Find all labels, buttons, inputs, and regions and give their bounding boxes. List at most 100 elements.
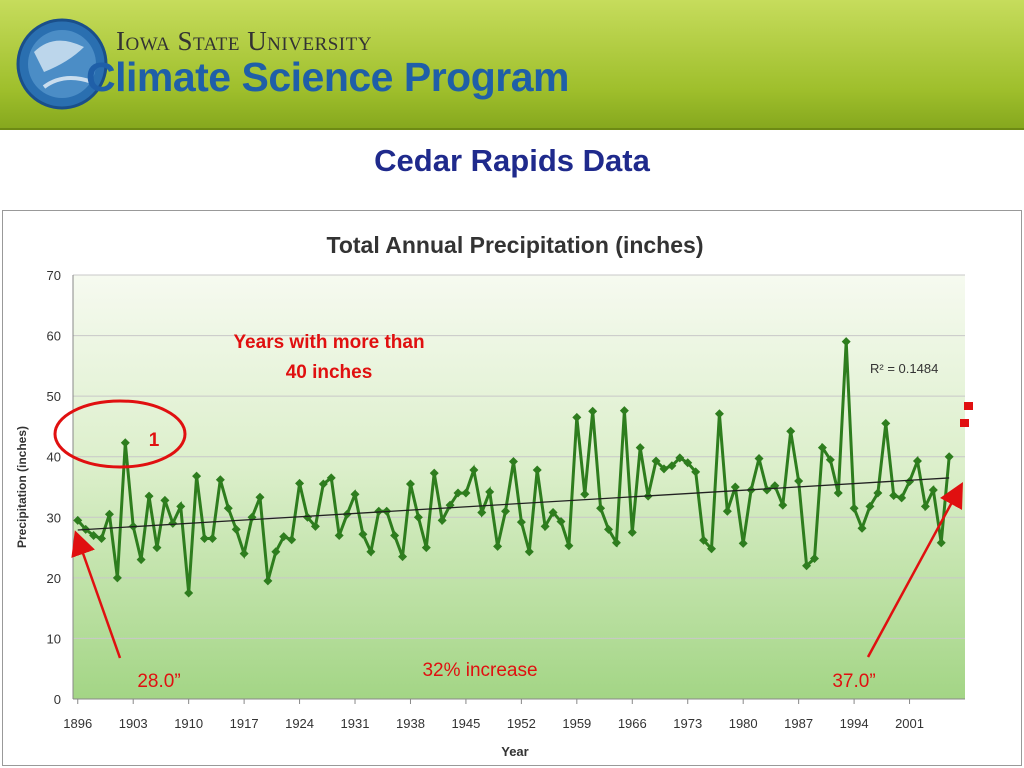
x-tick-label: 1910 [174, 716, 203, 731]
data-point [564, 541, 574, 551]
data-point [912, 456, 922, 466]
plot-area [73, 275, 965, 699]
data-point [675, 453, 685, 463]
legend-marker [964, 402, 973, 410]
data-point [548, 507, 558, 517]
data-point [817, 443, 827, 453]
data-point [477, 507, 487, 517]
data-point [437, 515, 447, 525]
data-point [794, 476, 804, 486]
logo [16, 18, 108, 110]
data-point [857, 523, 867, 533]
data-point [310, 521, 320, 531]
data-point [405, 479, 415, 489]
data-point [659, 464, 669, 474]
data-point [271, 547, 281, 557]
annotation: 28.0” [137, 671, 180, 692]
y-tick-label: 10 [47, 631, 61, 646]
data-point [540, 521, 550, 531]
data-point [97, 533, 107, 543]
data-point [152, 543, 162, 553]
chart: Total Annual Precipitation (inches) 0 10 20… [2, 210, 1022, 766]
trendline [77, 477, 950, 531]
x-tick-label: 1987 [784, 716, 813, 731]
annotation: Years with more than [233, 332, 424, 353]
data-point [802, 561, 812, 571]
r-squared: R² = 0.1484 [870, 361, 938, 376]
data-point [295, 478, 305, 488]
data-point [136, 555, 146, 565]
data-point [722, 506, 732, 516]
data-point [104, 509, 114, 519]
data-point [120, 438, 130, 448]
annotation: 1 [149, 430, 160, 451]
data-point [873, 488, 883, 498]
x-tick-label: 1959 [562, 716, 591, 731]
data-point [160, 495, 170, 505]
legend-marker [960, 419, 969, 427]
y-tick-label: 60 [47, 329, 61, 344]
data-point [398, 552, 408, 562]
data-point [754, 454, 764, 464]
data-point [279, 532, 289, 542]
data-point [287, 535, 297, 545]
data-point [881, 418, 891, 428]
data-point [501, 506, 511, 516]
data-point [334, 530, 344, 540]
data-point [920, 501, 930, 511]
chart-title: Total Annual Precipitation (inches) [327, 232, 704, 258]
data-point [223, 503, 233, 513]
data-point [207, 533, 217, 543]
data-point [302, 512, 312, 522]
data-point [635, 443, 645, 453]
data-point [524, 547, 534, 557]
data-point [651, 456, 661, 466]
x-tick-label: 1973 [673, 716, 702, 731]
data-point [928, 485, 938, 495]
data-point [516, 517, 526, 527]
data-point [691, 467, 701, 477]
highlight-circle [53, 399, 187, 469]
data-point [833, 488, 843, 498]
data-point [627, 527, 637, 537]
y-axis-title: Precipitation (inches) [15, 426, 29, 548]
data-point [374, 506, 384, 516]
y-tick-label: 70 [47, 268, 61, 283]
data-point [453, 488, 463, 498]
data-point [215, 475, 225, 485]
data-point [611, 538, 621, 548]
data-point [485, 487, 495, 497]
data-point [231, 524, 241, 534]
arrow [866, 482, 963, 658]
data-point [714, 409, 724, 419]
x-tick-label: 1931 [341, 716, 370, 731]
data-point [263, 576, 273, 586]
data-point [572, 412, 582, 422]
data-point [699, 535, 709, 545]
x-tick-label: 1952 [507, 716, 536, 731]
data-point [144, 491, 154, 501]
data-point [318, 479, 328, 489]
y-tick-label: 30 [47, 510, 61, 525]
data-point [255, 492, 265, 502]
data-point [865, 501, 875, 511]
data-point [588, 406, 598, 416]
data-point [493, 541, 503, 551]
university: Iowa State University [116, 26, 372, 56]
data-point [413, 512, 423, 522]
data-point [667, 461, 677, 471]
data-point [168, 518, 178, 528]
data-point [239, 549, 249, 559]
data-point [112, 573, 122, 583]
annotation: 37.0” [832, 671, 875, 692]
x-tick-label: 1945 [451, 716, 480, 731]
data-point [192, 471, 202, 481]
y-tick-label: 40 [47, 450, 61, 465]
data-point [366, 547, 376, 557]
data-point [184, 588, 194, 598]
data-point [809, 553, 819, 563]
data-point [889, 490, 899, 500]
data-point [738, 538, 748, 548]
y-tick-label: 20 [47, 571, 61, 586]
